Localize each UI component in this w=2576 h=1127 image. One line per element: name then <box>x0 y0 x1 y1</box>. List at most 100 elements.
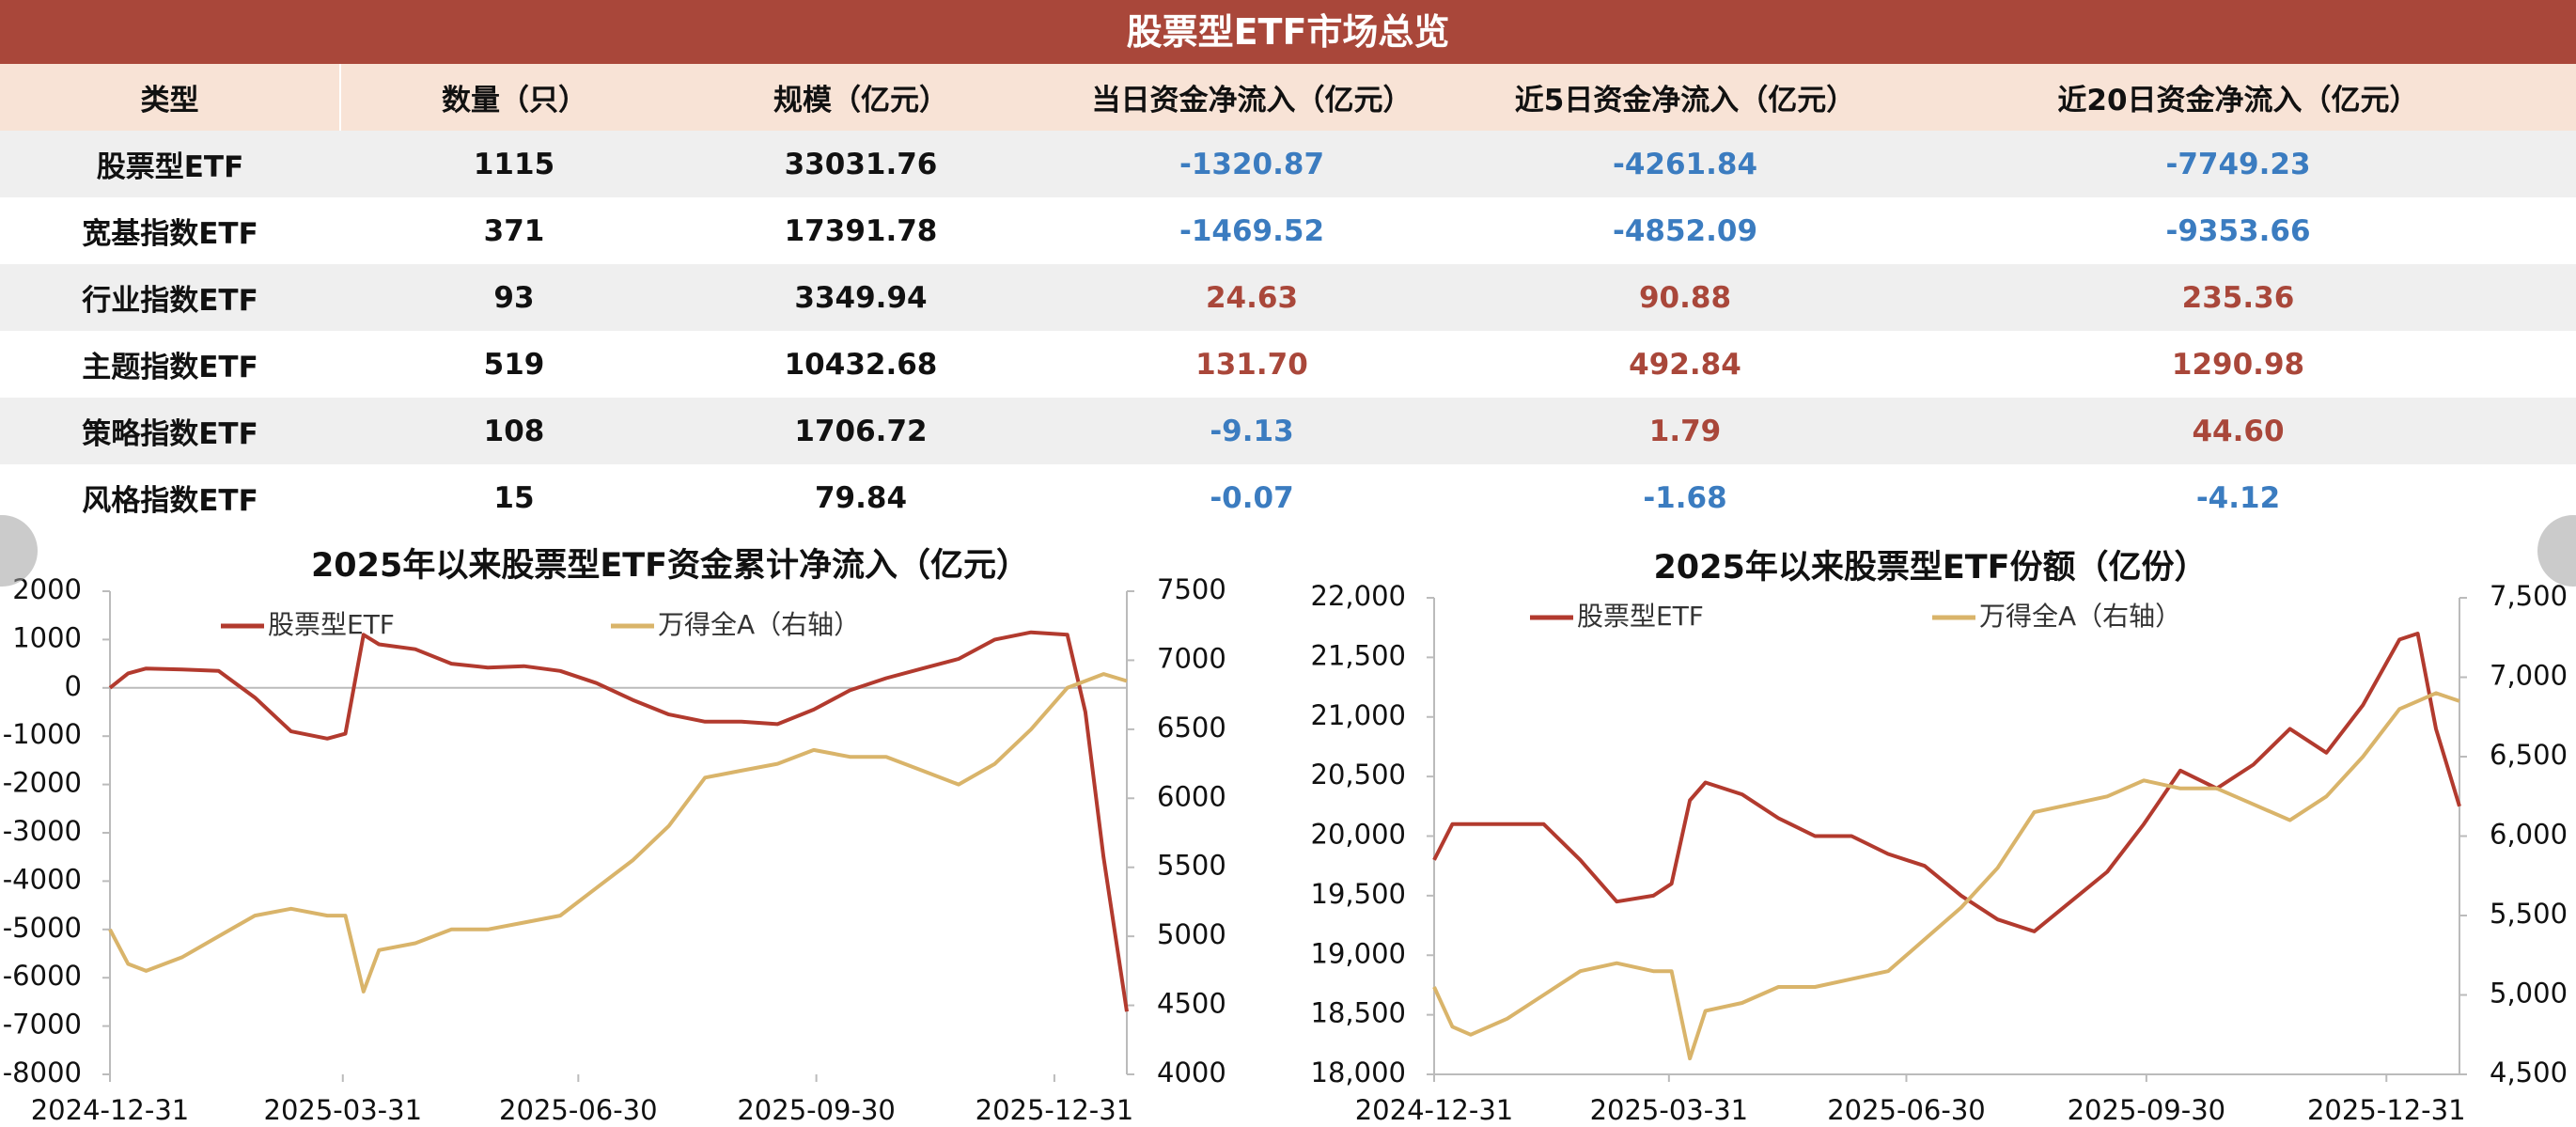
table-cell: 44.60 <box>1900 398 2576 464</box>
table-cell: 主题指数ETF <box>82 351 258 384</box>
y-tick-label: 1000 <box>12 621 82 653</box>
y-tick-label: 20,000 <box>1311 819 1406 851</box>
x-tick-label: 2024-12-31 <box>31 1094 190 1126</box>
series-line <box>1432 632 2461 933</box>
x-tick-label: 2025-09-30 <box>737 1094 896 1126</box>
y-tick-label: -8000 <box>3 1057 82 1088</box>
legend-label: 万得全A（右轴） <box>1979 601 2181 632</box>
series-line <box>108 630 1129 1012</box>
table-cell: 1706.72 <box>688 398 1034 464</box>
y2-tick-label: 5000 <box>1157 918 1226 950</box>
y2-tick-label: 4500 <box>1157 988 1226 1020</box>
table-cell: 策略指数ETF <box>0 398 340 464</box>
table-cell: -0.07 <box>1210 480 1294 515</box>
table-cell: 93 <box>340 264 688 331</box>
x-tick-label: 2025-03-31 <box>264 1094 423 1126</box>
chart-title: 2025年以来股票型ETF份额（亿份） <box>1653 549 2207 587</box>
table-cell: 492.84 <box>1629 347 1741 382</box>
y2-tick-label: 7000 <box>1157 642 1226 674</box>
series-line <box>1432 691 2460 1061</box>
table-cell: 17391.78 <box>784 213 938 248</box>
y2-tick-label: 7,500 <box>2490 580 2568 612</box>
table-row: 宽基指数ETF 371 17391.78 -1469.52 -4852.09 -9353.… <box>0 197 2576 264</box>
column-header: 规模（亿元） <box>688 64 1034 131</box>
table-cell: -4.12 <box>2195 480 2281 515</box>
table-row: 风格指数ETF 15 79.84 -0.07 -1.68 -4.12 <box>0 464 2576 531</box>
x-tick-label: 2025-06-30 <box>499 1094 658 1126</box>
y2-tick-label: 6000 <box>1157 780 1226 812</box>
header-row: 类型 数量（只） 规模（亿元） 当日资金净流入（亿元） 近5日资金净流入（亿元） 近20日… <box>0 64 2576 131</box>
table-cell: -4261.84 <box>1470 131 1900 197</box>
y-tick-label: 22,000 <box>1311 580 1406 612</box>
y2-tick-label: 5,500 <box>2490 898 2568 930</box>
legend-label: 股票型ETF <box>1577 601 1704 632</box>
y2-tick-label: 4,500 <box>2490 1057 2568 1088</box>
table-cell: -1.68 <box>1643 480 1727 515</box>
y-tick-label: -1000 <box>3 718 82 750</box>
y-tick-label: -3000 <box>3 815 82 847</box>
table-cell: 1290.98 <box>2171 347 2305 382</box>
header-title: 股票型ETF市场总览 <box>0 0 2576 64</box>
table-cell: -1320.87 <box>1034 131 1470 197</box>
column-header: 近5日资金净流入（亿元） <box>1470 64 1900 131</box>
table-row: 策略指数ETF 108 1706.72 -9.13 1.79 44.60 <box>0 398 2576 464</box>
y2-tick-label: 6,000 <box>2490 819 2568 851</box>
table-body: 股票型ETF 1115 33031.76 -1320.87 -4261.84 -7749.… <box>0 131 2576 531</box>
x-tick-label: 2025-12-31 <box>2307 1094 2466 1126</box>
y-tick-label: 18,000 <box>1311 1057 1406 1088</box>
y-tick-label: 19,000 <box>1311 937 1406 969</box>
table-cell: 宽基指数ETF <box>82 217 258 251</box>
y-tick-label: -4000 <box>3 863 82 895</box>
table-cell: -9353.66 <box>2165 213 2311 248</box>
y-tick-label: 18,500 <box>1311 997 1406 1029</box>
column-header: 数量（只） <box>340 64 688 131</box>
x-tick-label: 2025-09-30 <box>2068 1094 2226 1126</box>
legend-label: 股票型ETF <box>268 609 395 640</box>
column-header: 近20日资金净流入（亿元） <box>1900 64 2576 131</box>
table-cell: 90.88 <box>1470 264 1900 331</box>
table-cell: 15 <box>493 480 535 515</box>
table-cell: 33031.76 <box>688 131 1034 197</box>
table-cell: -1469.52 <box>1179 213 1325 248</box>
legend-label: 万得全A（右轴） <box>658 609 860 640</box>
y2-tick-label: 6500 <box>1157 712 1226 744</box>
table-cell: 235.36 <box>1900 264 2576 331</box>
table-row: 主题指数ETF 519 10432.68 131.70 492.84 1290.98 <box>0 331 2576 398</box>
etf-table: 类型 数量（只） 规模（亿元） 当日资金净流入（亿元） 近5日资金净流入（亿元） 近20日… <box>0 64 2576 531</box>
table-cell: 108 <box>340 398 688 464</box>
table-cell: 79.84 <box>814 480 908 515</box>
table-cell: 3349.94 <box>688 264 1034 331</box>
y2-tick-label: 7,000 <box>2490 660 2568 692</box>
y2-tick-label: 6,500 <box>2490 739 2568 771</box>
table-cell: 股票型ETF <box>0 131 340 197</box>
table-cell: 行业指数ETF <box>0 264 340 331</box>
x-tick-label: 2025-06-30 <box>1827 1094 1986 1126</box>
y2-tick-label: 7500 <box>1157 573 1226 605</box>
x-tick-label: 2024-12-31 <box>1355 1094 1514 1126</box>
table-cell: 1.79 <box>1470 398 1900 464</box>
y-tick-label: -6000 <box>3 960 82 992</box>
x-tick-label: 2025-12-31 <box>976 1094 1134 1126</box>
table-cell: 519 <box>483 347 545 382</box>
column-header: 当日资金净流入（亿元） <box>1034 64 1470 131</box>
column-header: 类型 <box>0 64 341 131</box>
table-cell: 131.70 <box>1195 347 1308 382</box>
table-cell: 1115 <box>340 131 688 197</box>
y2-tick-label: 5,000 <box>2490 978 2568 1010</box>
table-row: 股票型ETF 1115 33031.76 -1320.87 -4261.84 -7749.… <box>0 131 2576 197</box>
y-tick-label: 20,500 <box>1311 759 1406 790</box>
y-tick-label: -7000 <box>3 1009 82 1041</box>
y-tick-label: -5000 <box>3 912 82 944</box>
y2-tick-label: 4000 <box>1157 1057 1226 1088</box>
y-tick-label: 0 <box>65 670 82 702</box>
x-tick-label: 2025-03-31 <box>1590 1094 1749 1126</box>
table-cell: -9.13 <box>1034 398 1470 464</box>
y2-tick-label: 5500 <box>1157 850 1226 882</box>
table-cell: 24.63 <box>1034 264 1470 331</box>
table-cell: 371 <box>483 213 545 248</box>
table-row: 行业指数ETF 93 3349.94 24.63 90.88 235.36 <box>0 264 2576 331</box>
y-tick-label: -2000 <box>3 767 82 799</box>
series-line <box>108 672 1128 994</box>
